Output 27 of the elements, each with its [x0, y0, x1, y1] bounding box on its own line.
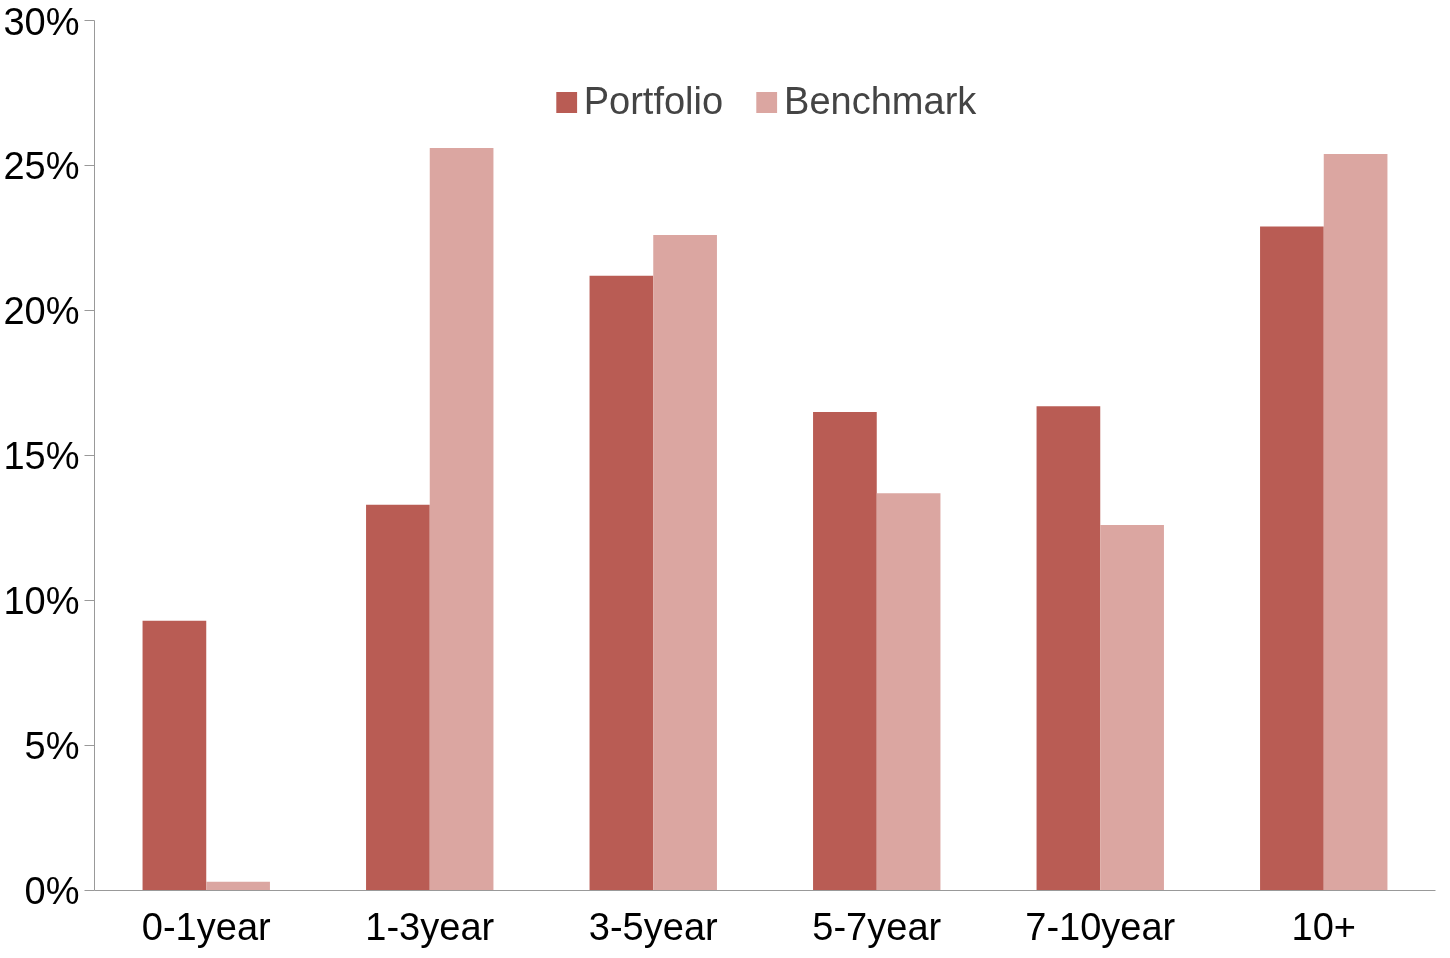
x-tick-label: 5-7year — [812, 905, 942, 948]
x-tick-label: 10+ — [1291, 905, 1356, 948]
bar — [1036, 406, 1101, 891]
bar — [142, 620, 207, 891]
bar — [366, 504, 430, 891]
y-tick-label: 25% — [3, 144, 80, 187]
bar — [589, 275, 654, 891]
x-tick-label: 1-3year — [365, 905, 495, 948]
y-tick-label: 0% — [24, 869, 80, 912]
bar — [1260, 226, 1324, 891]
y-tick-label: 10% — [3, 579, 80, 622]
bar — [1323, 153, 1388, 891]
legend-label: Portfolio — [583, 80, 724, 123]
bar — [653, 235, 717, 891]
legend-label: Benchmark — [784, 80, 977, 123]
y-tick-label: 5% — [24, 724, 80, 767]
y-tick-label: 30% — [3, 0, 80, 43]
x-tick-label: 3-5year — [588, 905, 719, 948]
bar — [429, 148, 494, 891]
x-tick-label: 0-1year — [141, 905, 272, 948]
y-tick-label: 20% — [3, 289, 80, 332]
x-tick-label: 7-10year — [1025, 905, 1176, 948]
bar — [876, 493, 941, 891]
bar — [1100, 525, 1164, 891]
y-tick-label: 15% — [3, 434, 80, 477]
bar — [813, 412, 877, 891]
bar — [206, 881, 270, 891]
